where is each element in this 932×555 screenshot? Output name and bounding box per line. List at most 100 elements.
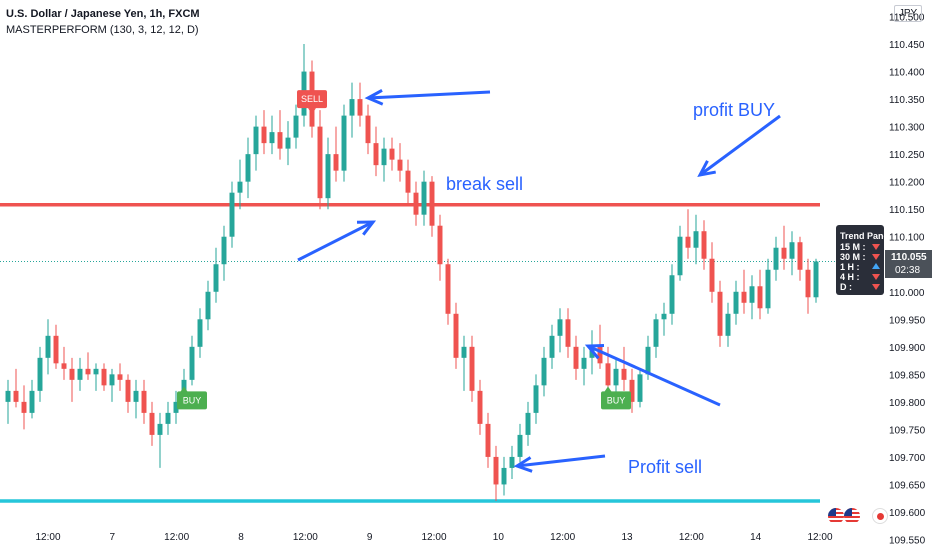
candle-body[interactable] [549,335,555,358]
candle-body[interactable] [285,137,291,149]
candle-body[interactable] [477,390,483,424]
candle-body[interactable] [597,346,603,364]
candle-body[interactable] [733,291,739,314]
candle-body[interactable] [749,286,755,303]
candle-body[interactable] [21,401,27,413]
candle-body[interactable] [445,264,451,314]
candle-body[interactable] [45,335,51,358]
candle-body[interactable] [773,247,779,270]
candle-body[interactable] [789,242,795,259]
candle-body[interactable] [469,346,475,391]
candle-body[interactable] [485,423,491,457]
candle-body[interactable] [277,132,283,149]
buy-signal-badge[interactable] [177,391,207,410]
candle-body[interactable] [117,374,123,380]
drawn-arrow[interactable] [297,220,374,262]
candle-body[interactable] [573,346,579,369]
candle-body[interactable] [493,456,499,485]
candle-body[interactable] [381,148,387,166]
candle-body[interactable] [533,385,539,413]
candle-body[interactable] [669,275,675,314]
candle-body[interactable] [205,291,211,320]
candle-body[interactable] [317,126,323,199]
candle-body[interactable] [421,181,427,215]
candle-body[interactable] [413,192,419,215]
candle-body[interactable] [629,379,635,402]
candle-body[interactable] [221,236,227,265]
candle-body[interactable] [357,99,363,116]
candle-body[interactable] [373,143,379,166]
currency-label[interactable]: JPY [894,5,922,22]
candle-body[interactable] [293,115,299,138]
candle-body[interactable] [725,313,731,336]
candle-body[interactable] [53,335,59,364]
candle-body[interactable] [805,269,811,298]
drawn-arrow[interactable] [587,344,721,407]
japan-flag-icon[interactable] [872,508,888,524]
candle-body[interactable] [781,247,787,259]
candle-body[interactable] [501,467,507,485]
candle-body[interactable] [541,357,547,386]
candle-body[interactable] [245,154,251,182]
candle-body[interactable] [765,269,771,309]
symbol-title[interactable]: U.S. Dollar / Japanese Yen, 1h, FXCM [6,8,200,20]
candle-body[interactable] [461,346,467,358]
candle-body[interactable] [397,159,403,171]
candle-body[interactable] [157,423,163,435]
candle-body[interactable] [229,192,235,237]
candle-body[interactable] [109,374,115,386]
candle-body[interactable] [389,148,395,160]
candle-body[interactable] [701,231,707,259]
candle-body[interactable] [69,368,75,380]
drawn-arrow[interactable] [367,90,491,100]
candle-body[interactable] [453,313,459,358]
candle-body[interactable] [85,368,91,375]
candle-body[interactable] [5,390,11,402]
candle-body[interactable] [709,258,715,292]
candle-body[interactable] [437,225,443,265]
candle-body[interactable] [261,126,267,144]
candle-body[interactable] [621,368,627,380]
us-flag-icon[interactable] [828,508,844,524]
candle-body[interactable] [677,236,683,276]
candle-body[interactable] [645,346,651,375]
candle-body[interactable] [717,291,723,336]
candle-body[interactable] [149,412,155,435]
candle-body[interactable] [173,401,179,413]
candle-body[interactable] [565,319,571,347]
candle-body[interactable] [661,313,667,320]
candle-body[interactable] [741,291,747,303]
candle-body[interactable] [125,379,131,402]
candle-body[interactable] [189,346,195,380]
annotation-break-sell[interactable]: break sell [446,174,524,194]
candle-body[interactable] [77,368,83,380]
candle-body[interactable] [197,319,203,347]
drawn-arrow[interactable] [699,114,781,177]
candle-body[interactable] [349,99,355,116]
sell-signal-badge[interactable] [297,90,327,109]
candle-body[interactable] [13,390,19,402]
candle-body[interactable] [509,456,515,468]
indicator-label[interactable]: MASTERPERFORM (130, 3, 12, 12, D) [6,24,199,36]
candle-body[interactable] [685,236,691,248]
candle-body[interactable] [325,154,331,199]
candle-body[interactable] [653,319,659,347]
drawn-arrow[interactable] [516,454,606,468]
candle-body[interactable] [61,363,67,369]
candle-body[interactable] [93,368,99,375]
buy-signal-badge[interactable] [601,391,631,410]
candle-body[interactable] [557,319,563,336]
us-flag-icon[interactable] [844,508,860,524]
candle-body[interactable] [341,115,347,171]
candle-body[interactable] [37,357,43,391]
candle-body[interactable] [797,242,803,270]
candle-body[interactable] [165,412,171,424]
candle-body[interactable] [517,434,523,457]
annotation-profit-buy[interactable]: profit BUY [693,100,776,120]
candle-body[interactable] [693,231,699,248]
candle-body[interactable] [613,368,619,386]
candle-body[interactable] [333,154,339,171]
candle-body[interactable] [237,181,243,193]
